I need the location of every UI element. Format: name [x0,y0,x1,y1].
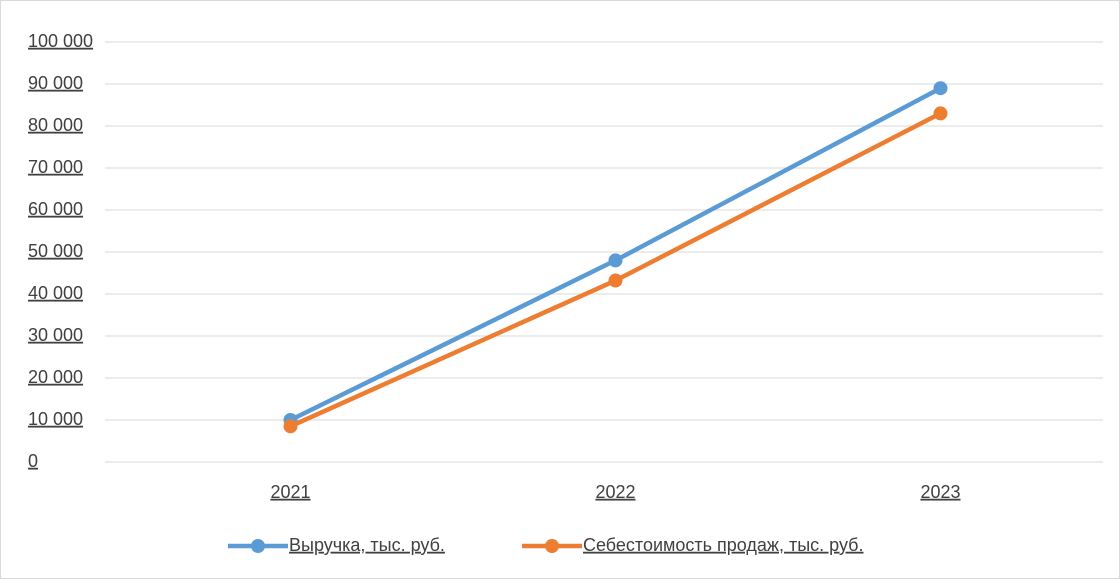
legend-label: Выручка, тыс. руб. [289,535,445,555]
data-point [933,81,948,96]
x-tick-label: 2023 [920,482,960,502]
data-point [608,253,623,268]
data-point [933,106,948,121]
legend-marker [251,539,265,553]
x-tick-label: 2021 [270,482,310,502]
y-tick-label: 60 000 [28,199,83,219]
y-tick-label: 100 000 [28,31,93,51]
y-tick-label: 0 [28,451,38,471]
y-tick-label: 40 000 [28,283,83,303]
y-tick-label: 10 000 [28,409,83,429]
y-tick-label: 70 000 [28,157,83,177]
y-tick-label: 80 000 [28,115,83,135]
x-tick-label: 2022 [595,482,635,502]
legend-label: Себестоимость продаж, тыс. руб. [583,535,863,555]
legend-marker [545,539,559,553]
y-tick-label: 90 000 [28,73,83,93]
y-tick-label: 30 000 [28,325,83,345]
data-point [608,273,623,288]
y-tick-label: 20 000 [28,367,83,387]
y-tick-label: 50 000 [28,241,83,261]
data-point [283,419,298,434]
